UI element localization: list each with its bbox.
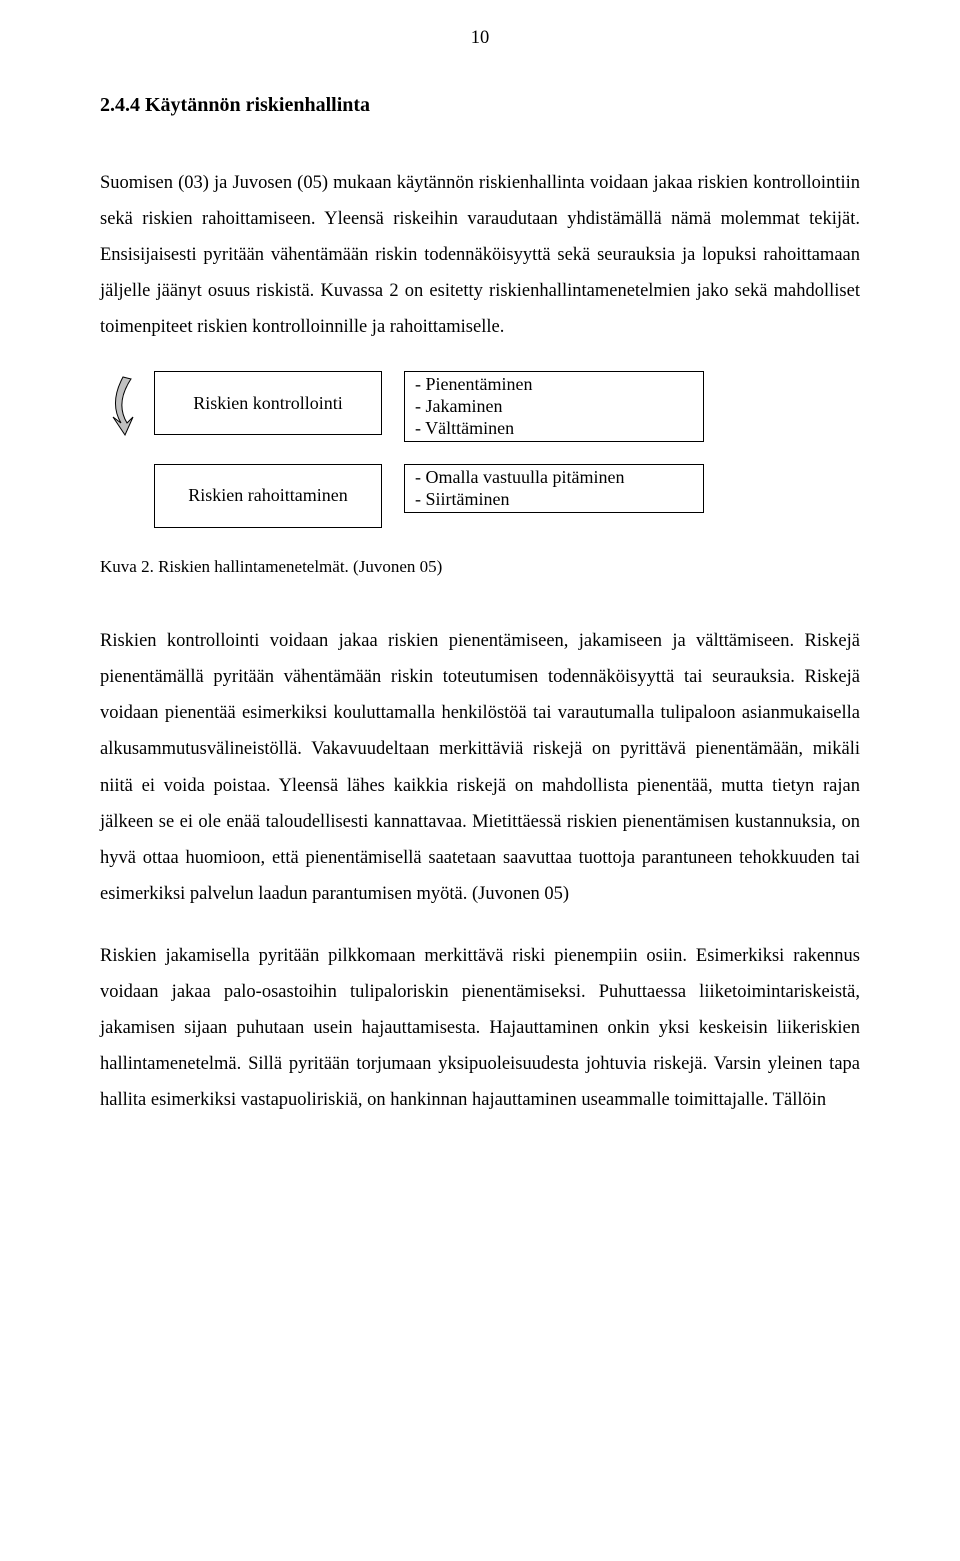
- paragraph-1: Suomisen (03) ja Juvosen (05) mukaan käy…: [100, 165, 860, 345]
- list-item: - Omalla vastuulla pitäminen: [415, 467, 693, 489]
- spacer: [100, 464, 154, 466]
- box-riskien-kontrollointi: Riskien kontrollointi: [154, 371, 382, 435]
- box-riskien-rahoittaminen: Riskien rahoittaminen: [154, 464, 382, 528]
- section-heading: 2.4.4 Käytännön riskienhallinta: [100, 86, 860, 125]
- list-item: - Välttäminen: [415, 418, 693, 440]
- list-item: - Pienentäminen: [415, 374, 693, 396]
- curved-arrow-icon: [103, 373, 151, 437]
- page: 10 2.4.4 Käytännön riskienhallinta Suomi…: [0, 0, 960, 1204]
- diagram-row-1: Riskien kontrollointi - Pienentäminen - …: [100, 371, 860, 442]
- box-label: Riskien kontrollointi: [193, 393, 343, 415]
- list-item: - Siirtäminen: [415, 489, 693, 511]
- paragraph-3: Riskien jakamisella pyritään pilkkomaan …: [100, 938, 860, 1118]
- paragraph-2: Riskien kontrollointi voidaan jakaa risk…: [100, 623, 860, 912]
- box-rahoittaminen-items: - Omalla vastuulla pitäminen - Siirtämin…: [404, 464, 704, 513]
- box-kontrollointi-items: - Pienentäminen - Jakaminen - Välttämine…: [404, 371, 704, 442]
- page-number: 10: [100, 20, 860, 56]
- diagram-risk-management: Riskien kontrollointi - Pienentäminen - …: [100, 371, 860, 528]
- diagram-arrow: [100, 371, 154, 437]
- list-item: - Jakaminen: [415, 396, 693, 418]
- diagram-row-2: Riskien rahoittaminen - Omalla vastuulla…: [100, 464, 860, 528]
- box-label: Riskien rahoittaminen: [188, 485, 347, 507]
- figure-caption: Kuva 2. Riskien hallintamenetelmät. (Juv…: [100, 550, 860, 583]
